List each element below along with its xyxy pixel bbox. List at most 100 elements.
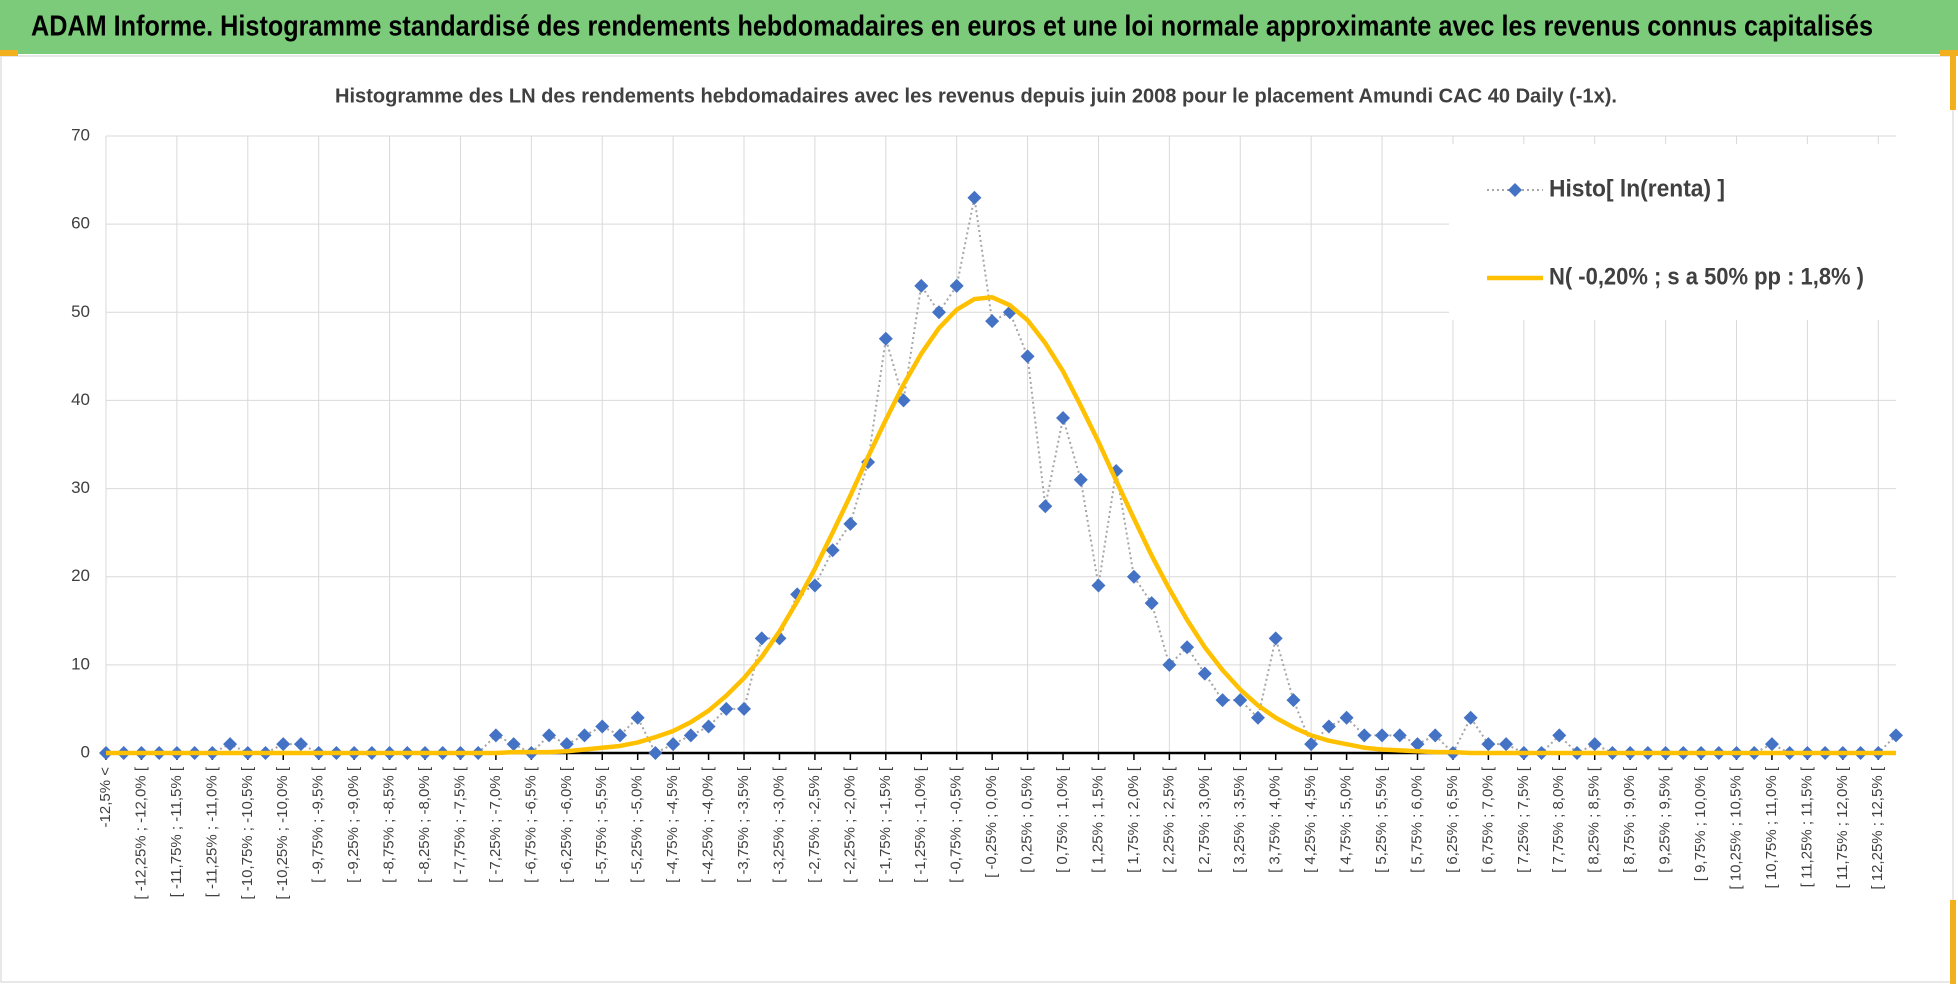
x-tick-label: [ -7,25% ; -7,0% [ <box>487 766 504 883</box>
marker <box>825 543 840 558</box>
x-tick-label: [ 12,25% ; 12,5% [ <box>1869 766 1886 889</box>
x-tick-label: [ -8,75% ; -8,5% [ <box>381 766 398 883</box>
x-tick-label: [ -9,75% ; -9,5% [ <box>310 766 327 883</box>
marker <box>1250 710 1265 725</box>
marker <box>276 737 291 752</box>
marker <box>1073 472 1088 487</box>
x-tick-label: [ -3,25% ; -3,0% [ <box>770 766 787 883</box>
y-tick-label: 50 <box>71 302 90 321</box>
marker <box>1197 666 1212 681</box>
page-title: ADAM Informe. Histogramme standardisé de… <box>31 11 1873 43</box>
marker <box>1020 349 1035 364</box>
x-tick-label: [ 11,75% ; 12,0% [ <box>1834 766 1851 888</box>
x-tick-label: [ -11,75% ; -11,5% [ <box>168 766 185 897</box>
x-tick-label: [ -12,25% ; -12,0% [ <box>132 766 149 899</box>
marker <box>1339 710 1354 725</box>
x-tick-label: [ -4,25% ; -4,0% [ <box>700 766 717 883</box>
x-tick-label: [ 7,75% ; 8,0% [ <box>1550 766 1567 873</box>
x-tick-label: [ 0,75% ; 1,0% [ <box>1054 766 1071 873</box>
x-tick-label: [ 5,25% ; 5,5% [ <box>1373 766 1390 873</box>
marker <box>967 190 982 205</box>
chart-title: Histogramme des LN des rendements hebdom… <box>335 85 1617 107</box>
y-tick-label: 10 <box>71 654 90 673</box>
marker <box>1463 710 1478 725</box>
marker <box>1392 728 1407 743</box>
marker <box>1321 719 1336 734</box>
x-tick-label: [ -7,75% ; -7,5% [ <box>451 766 468 883</box>
marker <box>1056 411 1071 426</box>
marker <box>896 393 911 408</box>
marker <box>683 728 698 743</box>
x-tick-label: [ 6,75% ; 7,0% [ <box>1479 766 1496 873</box>
marker <box>1038 499 1053 514</box>
x-tick-label: [ -8,25% ; -8,0% [ <box>416 766 433 883</box>
x-tick-label: [ -2,75% ; -2,5% [ <box>806 766 823 883</box>
x-tick-label: [ 2,75% ; 3,0% [ <box>1196 766 1213 873</box>
banner <box>0 0 1958 54</box>
x-tick-label: [ 4,75% ; 5,0% [ <box>1338 766 1355 873</box>
legend-label: N( -0,20% ; s a 50% pp : 1,8% ) <box>1549 263 1864 290</box>
marker <box>293 737 308 752</box>
marker <box>737 701 752 716</box>
y-tick-label: 40 <box>71 390 90 409</box>
marker <box>666 737 681 752</box>
marker <box>1162 657 1177 672</box>
x-tick-label: [ 11,25% ; 11,5% [ <box>1798 766 1815 887</box>
marker <box>1481 737 1496 752</box>
marker <box>949 278 964 293</box>
marker <box>807 578 822 593</box>
chart-border <box>0 55 1954 983</box>
x-tick-label: [ -6,75% ; -6,5% [ <box>522 766 539 883</box>
y-tick-label: 60 <box>71 214 90 233</box>
marker <box>1889 728 1903 743</box>
x-tick-label: [ 2,25% ; 2,5% [ <box>1160 766 1177 873</box>
x-tick-label: [ 10,75% ; 11,0% [ <box>1763 766 1780 888</box>
marker <box>506 737 521 752</box>
marker <box>1410 737 1425 752</box>
x-tick-label: [ 8,75% ; 9,0% [ <box>1621 766 1638 873</box>
corner <box>0 50 18 56</box>
x-tick-label: [ -9,25% ; -9,0% [ <box>345 766 362 883</box>
x-tick-label: [ 4,25% ; 4,5% [ <box>1302 766 1319 873</box>
x-tick-label: [ -5,75% ; -5,5% [ <box>593 766 610 883</box>
x-tick-label: [ -6,25% ; -6,0% [ <box>558 766 575 883</box>
marker <box>1428 728 1443 743</box>
marker <box>559 737 574 752</box>
marker <box>1286 693 1301 708</box>
corner <box>1950 50 1956 110</box>
marker <box>1233 693 1248 708</box>
marker <box>223 737 238 752</box>
x-tick-label: [ -1,75% ; -1,5% [ <box>877 766 894 883</box>
marker <box>595 719 610 734</box>
marker <box>1144 596 1159 611</box>
marker <box>542 728 557 743</box>
x-tick-label: [ 9,25% ; 9,5% [ <box>1657 766 1674 873</box>
marker <box>701 719 716 734</box>
marker <box>1268 631 1283 646</box>
x-tick-label: [ 10,25% ; 10,5% [ <box>1727 766 1744 889</box>
y-tick-label: 30 <box>71 478 90 497</box>
x-tick-label: [ 3,75% ; 4,0% [ <box>1267 766 1284 873</box>
legend-label: Histo[ ln(renta) ] <box>1549 175 1725 202</box>
x-tick-label: [ -0,25% ; 0,0% [ <box>983 766 1000 878</box>
marker <box>878 331 893 346</box>
x-tick-label: [ 0,25% ; 0,5% [ <box>1019 766 1036 873</box>
x-tick-label: [ 9,75% ; 10,0% [ <box>1692 766 1709 881</box>
x-tick-label: [ 3,25% ; 3,5% [ <box>1231 766 1248 873</box>
marker <box>577 728 592 743</box>
marker <box>719 701 734 716</box>
x-tick-label: [ 6,25% ; 6,5% [ <box>1444 766 1461 873</box>
marker <box>843 516 858 531</box>
x-tick-label: [ -5,25% ; -5,0% [ <box>629 766 646 883</box>
x-tick-label: [ -11,25% ; -11,0% [ <box>203 766 220 897</box>
series-line <box>106 295 1896 756</box>
x-tick-label: [ -1,25% ; -1,0% [ <box>912 766 929 883</box>
y-tick-label: 20 <box>71 566 90 585</box>
x-tick-label: [ -10,25% ; -10,0% [ <box>274 766 291 899</box>
corner <box>1950 900 1956 984</box>
marker <box>1764 737 1779 752</box>
x-tick-label: [ -10,75% ; -10,5% [ <box>239 766 256 899</box>
marker <box>1180 640 1195 655</box>
marker <box>931 305 946 320</box>
